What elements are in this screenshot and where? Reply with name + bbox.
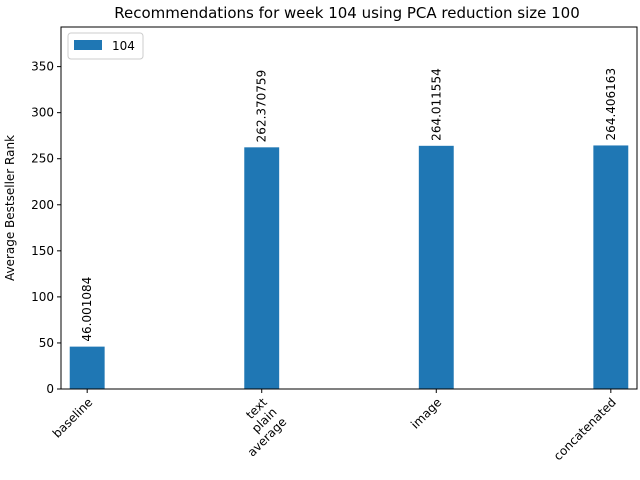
plot-frame bbox=[60, 26, 638, 390]
legend-box bbox=[67, 32, 144, 60]
y-tick-label: 100 bbox=[31, 290, 54, 304]
y-tick-label: 150 bbox=[31, 244, 54, 258]
data-label: 46.001084 bbox=[80, 277, 94, 342]
bar bbox=[593, 145, 629, 389]
bar bbox=[244, 147, 280, 389]
bar bbox=[69, 346, 105, 389]
y-tick-label: 250 bbox=[31, 152, 54, 166]
x-tick-label: image bbox=[408, 395, 444, 431]
legend: 104 bbox=[67, 32, 144, 60]
bar bbox=[418, 145, 454, 389]
plot-area: 0 50 100 150 200 250 300 350 baseline 46.001084 te… bbox=[31, 60, 629, 463]
y-tick-label: 300 bbox=[31, 106, 54, 120]
x-tick-label: baseline bbox=[50, 395, 95, 440]
y-tick-label: 50 bbox=[39, 336, 54, 350]
legend-swatch bbox=[74, 40, 102, 50]
y-tick-label: 0 bbox=[46, 382, 54, 396]
y-axis-label: Average Bestseller Rank bbox=[3, 135, 17, 281]
x-tick-label: textplainaverage bbox=[225, 395, 289, 459]
data-label: 262.370759 bbox=[255, 70, 269, 143]
chart-title: Recommendations for week 104 using PCA r… bbox=[114, 4, 580, 22]
x-tick-label-line: baseline bbox=[50, 395, 95, 440]
y-tick-label: 350 bbox=[31, 60, 54, 74]
x-tick-label: concatenated bbox=[551, 395, 619, 463]
x-tick-label-line: concatenated bbox=[551, 395, 619, 463]
legend-label: 104 bbox=[112, 39, 135, 53]
data-label: 264.011554 bbox=[429, 68, 443, 141]
data-label: 264.406163 bbox=[604, 68, 618, 141]
y-tick-label: 200 bbox=[31, 198, 54, 212]
x-tick-label-line: image bbox=[408, 395, 444, 431]
